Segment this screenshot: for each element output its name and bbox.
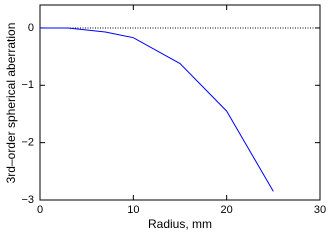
- x-axis-label: Radius, mm: [148, 217, 212, 231]
- x-tick-label: 10: [127, 204, 139, 216]
- plot-frame: [39, 4, 321, 201]
- x-tick-label: 30: [314, 204, 326, 216]
- data-line: [40, 27, 274, 192]
- y-tick-label: −1: [21, 79, 34, 91]
- x-tick-label: 20: [221, 204, 233, 216]
- x-tick-label: 0: [37, 204, 43, 216]
- y-axis-label: 3rd–order spherical aberration: [4, 23, 18, 184]
- chart: Radius, mm 3rd–order spherical aberratio…: [4, 4, 326, 231]
- y-tick-label: −3: [21, 194, 34, 206]
- y-tick-label: −2: [21, 137, 34, 149]
- y-tick-label: 0: [28, 22, 34, 34]
